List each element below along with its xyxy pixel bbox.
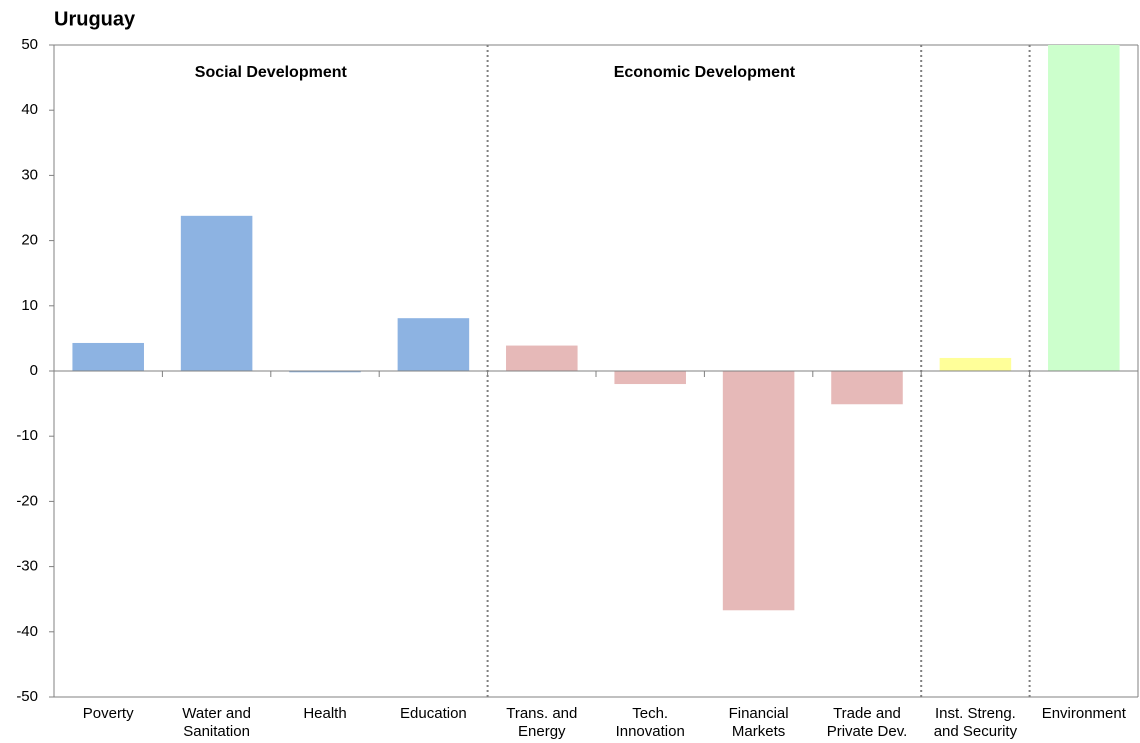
- x-tick-label: Trade and Private Dev.: [826, 705, 908, 740]
- y-tick-label: 30: [21, 166, 38, 183]
- y-tick-label: 0: [30, 362, 38, 379]
- y-tick-label: 40: [21, 101, 38, 118]
- bar: [397, 318, 470, 371]
- x-tick-label: Inst. Streng. and Security: [933, 705, 1018, 740]
- x-tick-label: Environment: [1041, 705, 1126, 722]
- bar: [506, 345, 578, 371]
- y-tick-label: 50: [21, 36, 38, 53]
- x-tick-label: Health: [303, 705, 347, 722]
- group-label: Economic Development: [614, 64, 796, 81]
- bar: [72, 342, 144, 371]
- bar: [939, 357, 1012, 371]
- group-label: Social Development: [195, 64, 348, 81]
- bar: [1048, 45, 1120, 371]
- x-tick-label: Water and Sanitation: [182, 705, 251, 740]
- y-tick-label: -50: [16, 688, 38, 705]
- x-tick-label: Poverty: [82, 705, 134, 722]
- bar: [722, 371, 795, 611]
- y-tick-label: 10: [21, 297, 38, 314]
- x-tick-label: Tech. Innovation: [615, 705, 685, 740]
- bar: [180, 215, 253, 371]
- bar: [289, 371, 361, 373]
- y-tick-label: -40: [16, 623, 38, 640]
- x-tick-label: Education: [400, 705, 467, 722]
- y-tick-label: -30: [16, 558, 38, 575]
- x-tick-label: Financial Markets: [728, 705, 789, 740]
- bar: [614, 371, 686, 385]
- y-tick-label: 20: [21, 232, 38, 249]
- chart-title: Uruguay: [54, 8, 136, 30]
- x-tick-label: Trans. and Energy: [506, 705, 578, 740]
- y-tick-label: -20: [16, 492, 38, 509]
- y-tick-label: -10: [16, 427, 38, 444]
- bar: [831, 371, 903, 405]
